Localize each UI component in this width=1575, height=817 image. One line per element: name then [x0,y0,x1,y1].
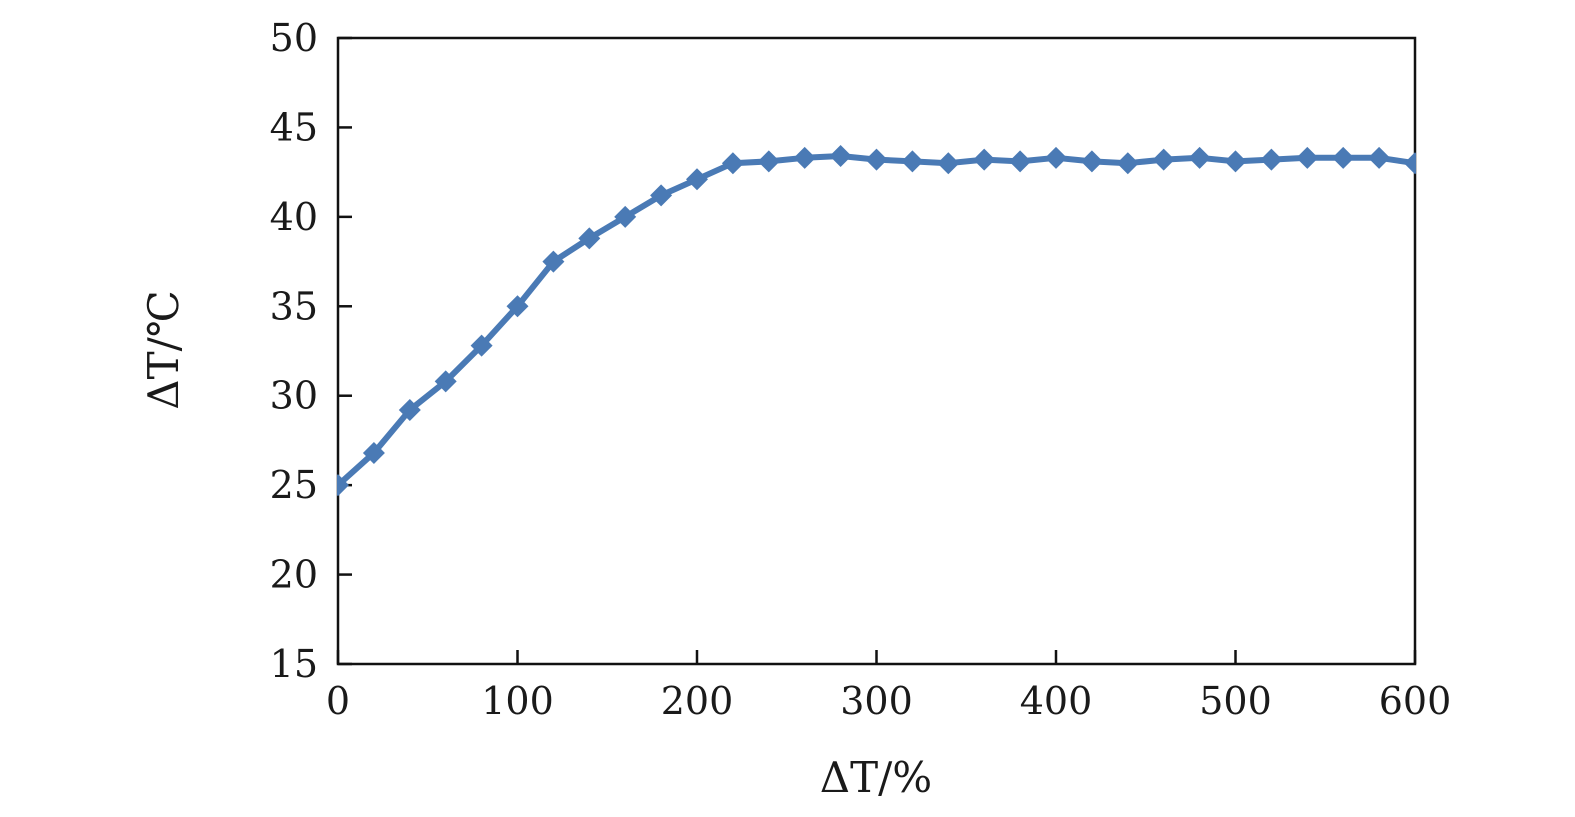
data-point-marker [793,146,816,169]
y-tick-label: 50 [270,16,318,60]
data-point-marker [337,474,349,497]
data-point-marker [398,399,421,422]
series-layer [337,145,1416,497]
data-point-marker [1009,150,1032,173]
data-point-marker [937,152,960,175]
y-tick-label: 45 [270,105,318,149]
data-point-marker [1080,150,1103,173]
x-tick-label: 200 [661,679,734,723]
y-axis-ticks: 15 20 25 30 35 40 45 50 [270,16,352,686]
x-tick-label: 600 [1379,679,1452,723]
data-point-marker [1368,146,1391,169]
data-point-marker [362,441,385,464]
x-tick-label: 400 [1020,679,1093,723]
x-tick-label: 100 [481,679,554,723]
data-point-marker [614,205,637,228]
data-point-marker [1152,148,1175,171]
data-point-marker [1260,148,1283,171]
y-axis-label: ΔT/℃ [139,290,188,409]
data-point-marker [1224,150,1247,173]
x-tick-label: 500 [1199,679,1272,723]
data-point-marker [1332,146,1355,169]
data-point-marker [829,145,852,168]
data-point-marker [901,150,924,173]
data-point-marker [757,150,780,173]
data-point-marker [578,227,601,250]
y-tick-label: 30 [270,374,318,418]
y-tick-label: 15 [270,642,318,686]
data-point-marker [506,295,529,318]
data-point-marker [721,152,744,175]
data-point-marker [434,370,457,393]
data-point-marker [1045,146,1067,169]
data-point-marker [1116,152,1139,175]
x-axis-ticks: 0 100 200 300 400 500 600 [326,650,1451,723]
series-line [337,153,1416,489]
y-tick-label: 25 [270,463,318,507]
data-point-marker [542,250,565,273]
x-tick-label: 300 [840,679,913,723]
data-point-marker [865,148,888,171]
plot-area [336,36,1417,666]
data-point-marker [973,148,996,171]
data-point-marker [686,168,708,191]
y-tick-label: 40 [270,195,318,239]
data-point-marker [1296,146,1319,169]
x-tick-label: 0 [326,679,350,723]
plot-frame [336,36,1417,666]
x-axis-label: ΔT/% [820,753,932,802]
data-point-marker [1404,152,1416,175]
y-tick-label: 35 [270,284,318,328]
data-point-marker [1188,146,1211,169]
data-point-marker [470,334,493,357]
y-tick-label: 20 [270,553,318,597]
data-point-marker [650,184,673,207]
